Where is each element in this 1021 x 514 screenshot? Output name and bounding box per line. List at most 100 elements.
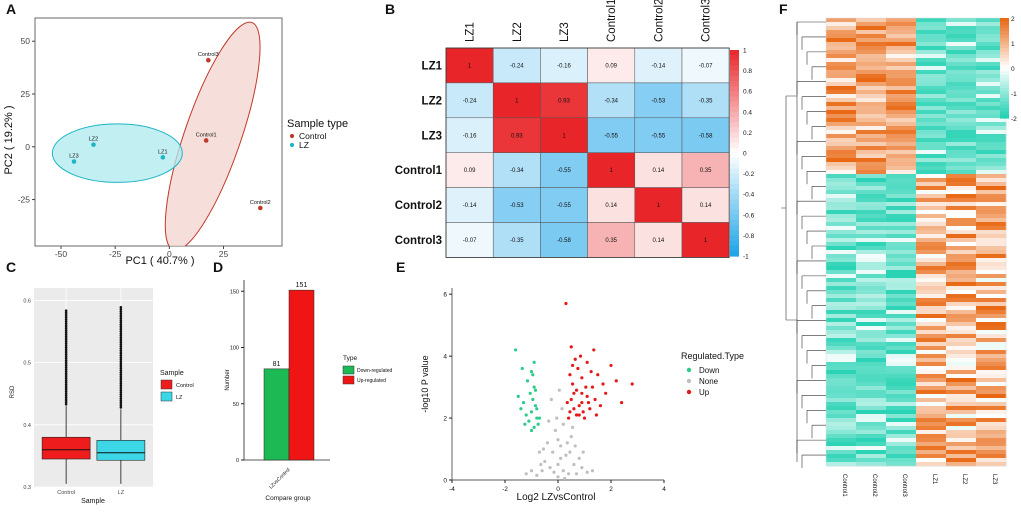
deg-y-axis-label: Number xyxy=(225,369,231,390)
heatmap-cell xyxy=(886,330,917,335)
heatmap-cell xyxy=(826,114,857,119)
pca-legend-key-control xyxy=(288,132,296,140)
volcano-point-up xyxy=(568,410,572,414)
heatmap-cell xyxy=(826,270,857,275)
corr-colorbar-segment xyxy=(730,55,739,61)
dendrogram-branch xyxy=(796,380,826,394)
volcano-point-up xyxy=(580,400,584,405)
heatmap-cell xyxy=(946,110,977,115)
heatmap-cell xyxy=(886,126,917,131)
volcano-point-none xyxy=(565,441,569,445)
heatmap-cell xyxy=(856,362,887,367)
heatmap-cell xyxy=(886,350,917,355)
rsd-outlier xyxy=(64,379,68,382)
heatmap-cell xyxy=(856,454,887,459)
heatmap-cell xyxy=(826,154,857,159)
heatmap-cell xyxy=(826,314,857,319)
corr-colorbar-segment xyxy=(730,214,739,221)
heatmap-cell xyxy=(916,314,947,319)
rsd-outlier xyxy=(64,326,68,330)
heatmap-cell xyxy=(946,142,977,147)
volcano-point-up xyxy=(590,385,595,389)
heatmap-cell xyxy=(826,86,857,91)
heatmap-cell xyxy=(976,278,1007,283)
heatmap-cell xyxy=(946,274,977,279)
rsd-outlier xyxy=(64,381,68,384)
heatmap-cell xyxy=(946,42,977,47)
heatmap-colorbar-segment xyxy=(1000,98,1009,102)
rsd-outlier xyxy=(64,363,68,367)
volcano-point-none xyxy=(540,469,544,473)
rsd-outlier xyxy=(64,342,68,345)
heatmap-cell xyxy=(886,286,917,291)
corr-cell-value: 0.14 xyxy=(700,203,712,209)
volcano-point-none xyxy=(555,416,559,420)
heatmap-cell xyxy=(886,118,917,123)
heatmap-cell xyxy=(946,430,977,435)
volcano-point-up xyxy=(585,360,589,364)
heatmap-cell xyxy=(856,298,887,303)
corr-cell-value: 0.14 xyxy=(653,168,665,174)
heatmap-cell xyxy=(886,250,917,255)
rsd-box-control xyxy=(41,436,91,460)
rsd-outlier xyxy=(64,328,68,332)
heatmap-cell xyxy=(826,222,857,227)
heatmap-cell xyxy=(826,374,857,379)
heatmap-cell xyxy=(856,386,887,391)
heatmap-cell xyxy=(826,210,857,215)
rsd-outlier xyxy=(64,402,68,406)
heatmap-cell xyxy=(976,110,1007,115)
heatmap-cell xyxy=(856,54,887,59)
heatmap-cell xyxy=(946,86,977,91)
volcano-point-none xyxy=(549,397,553,402)
heatmap-cell xyxy=(946,446,977,451)
heatmap-cell xyxy=(946,370,977,375)
heatmap-cell xyxy=(856,434,887,439)
heatmap-cell xyxy=(916,290,947,295)
volcano-point-none xyxy=(581,450,585,454)
heatmap-cell xyxy=(976,406,1007,411)
heatmap-cell xyxy=(856,22,887,27)
heatmap-cell xyxy=(976,50,1007,55)
heatmap-cell xyxy=(856,306,887,311)
volcano-point-down xyxy=(531,397,535,402)
heatmap-cell xyxy=(856,398,887,403)
heatmap-cell xyxy=(826,134,857,139)
heatmap-cell xyxy=(916,278,947,283)
heatmap-colorbar-tick: 0 xyxy=(1011,66,1015,73)
heatmap-cell xyxy=(886,370,917,375)
pca-ytick-label: 25 xyxy=(21,89,31,99)
heatmap-cell xyxy=(916,190,947,195)
volcano-legend-key-down xyxy=(686,367,692,373)
heatmap-cell xyxy=(886,310,917,315)
heatmap-cell xyxy=(976,46,1007,51)
heatmap-cell xyxy=(826,202,857,207)
heatmap-cell xyxy=(886,382,917,387)
volcano-point-up xyxy=(614,379,618,383)
heatmap-cell xyxy=(826,242,857,247)
heatmap-cell xyxy=(976,338,1007,343)
heatmap-colorbar-tick: -1 xyxy=(1011,91,1017,98)
volcano-point-down xyxy=(532,385,536,389)
heatmap-cell xyxy=(946,362,977,367)
heatmap-cell xyxy=(976,290,1007,295)
heatmap-cell xyxy=(976,74,1007,79)
heatmap-cell xyxy=(976,98,1007,103)
corr-row-label-control1: Control1 xyxy=(395,165,443,177)
heatmap-cell xyxy=(826,418,857,423)
heatmap-cell xyxy=(946,190,977,195)
heatmap-cell xyxy=(826,38,857,43)
dendrogram-branch xyxy=(806,350,826,364)
corr-cell xyxy=(587,152,636,188)
heatmap-cell xyxy=(946,70,977,75)
heatmap-cell xyxy=(916,82,947,87)
volcano-point-down xyxy=(535,407,539,411)
heatmap-cell xyxy=(886,18,917,23)
heatmap-cell xyxy=(976,122,1007,127)
heatmap-cell xyxy=(886,378,917,383)
heatmap-cell xyxy=(916,254,947,259)
heatmap-cell xyxy=(916,174,947,179)
rsd-outlier xyxy=(64,339,68,343)
heatmap-cell xyxy=(856,18,887,23)
rsd-outlier xyxy=(64,315,68,319)
